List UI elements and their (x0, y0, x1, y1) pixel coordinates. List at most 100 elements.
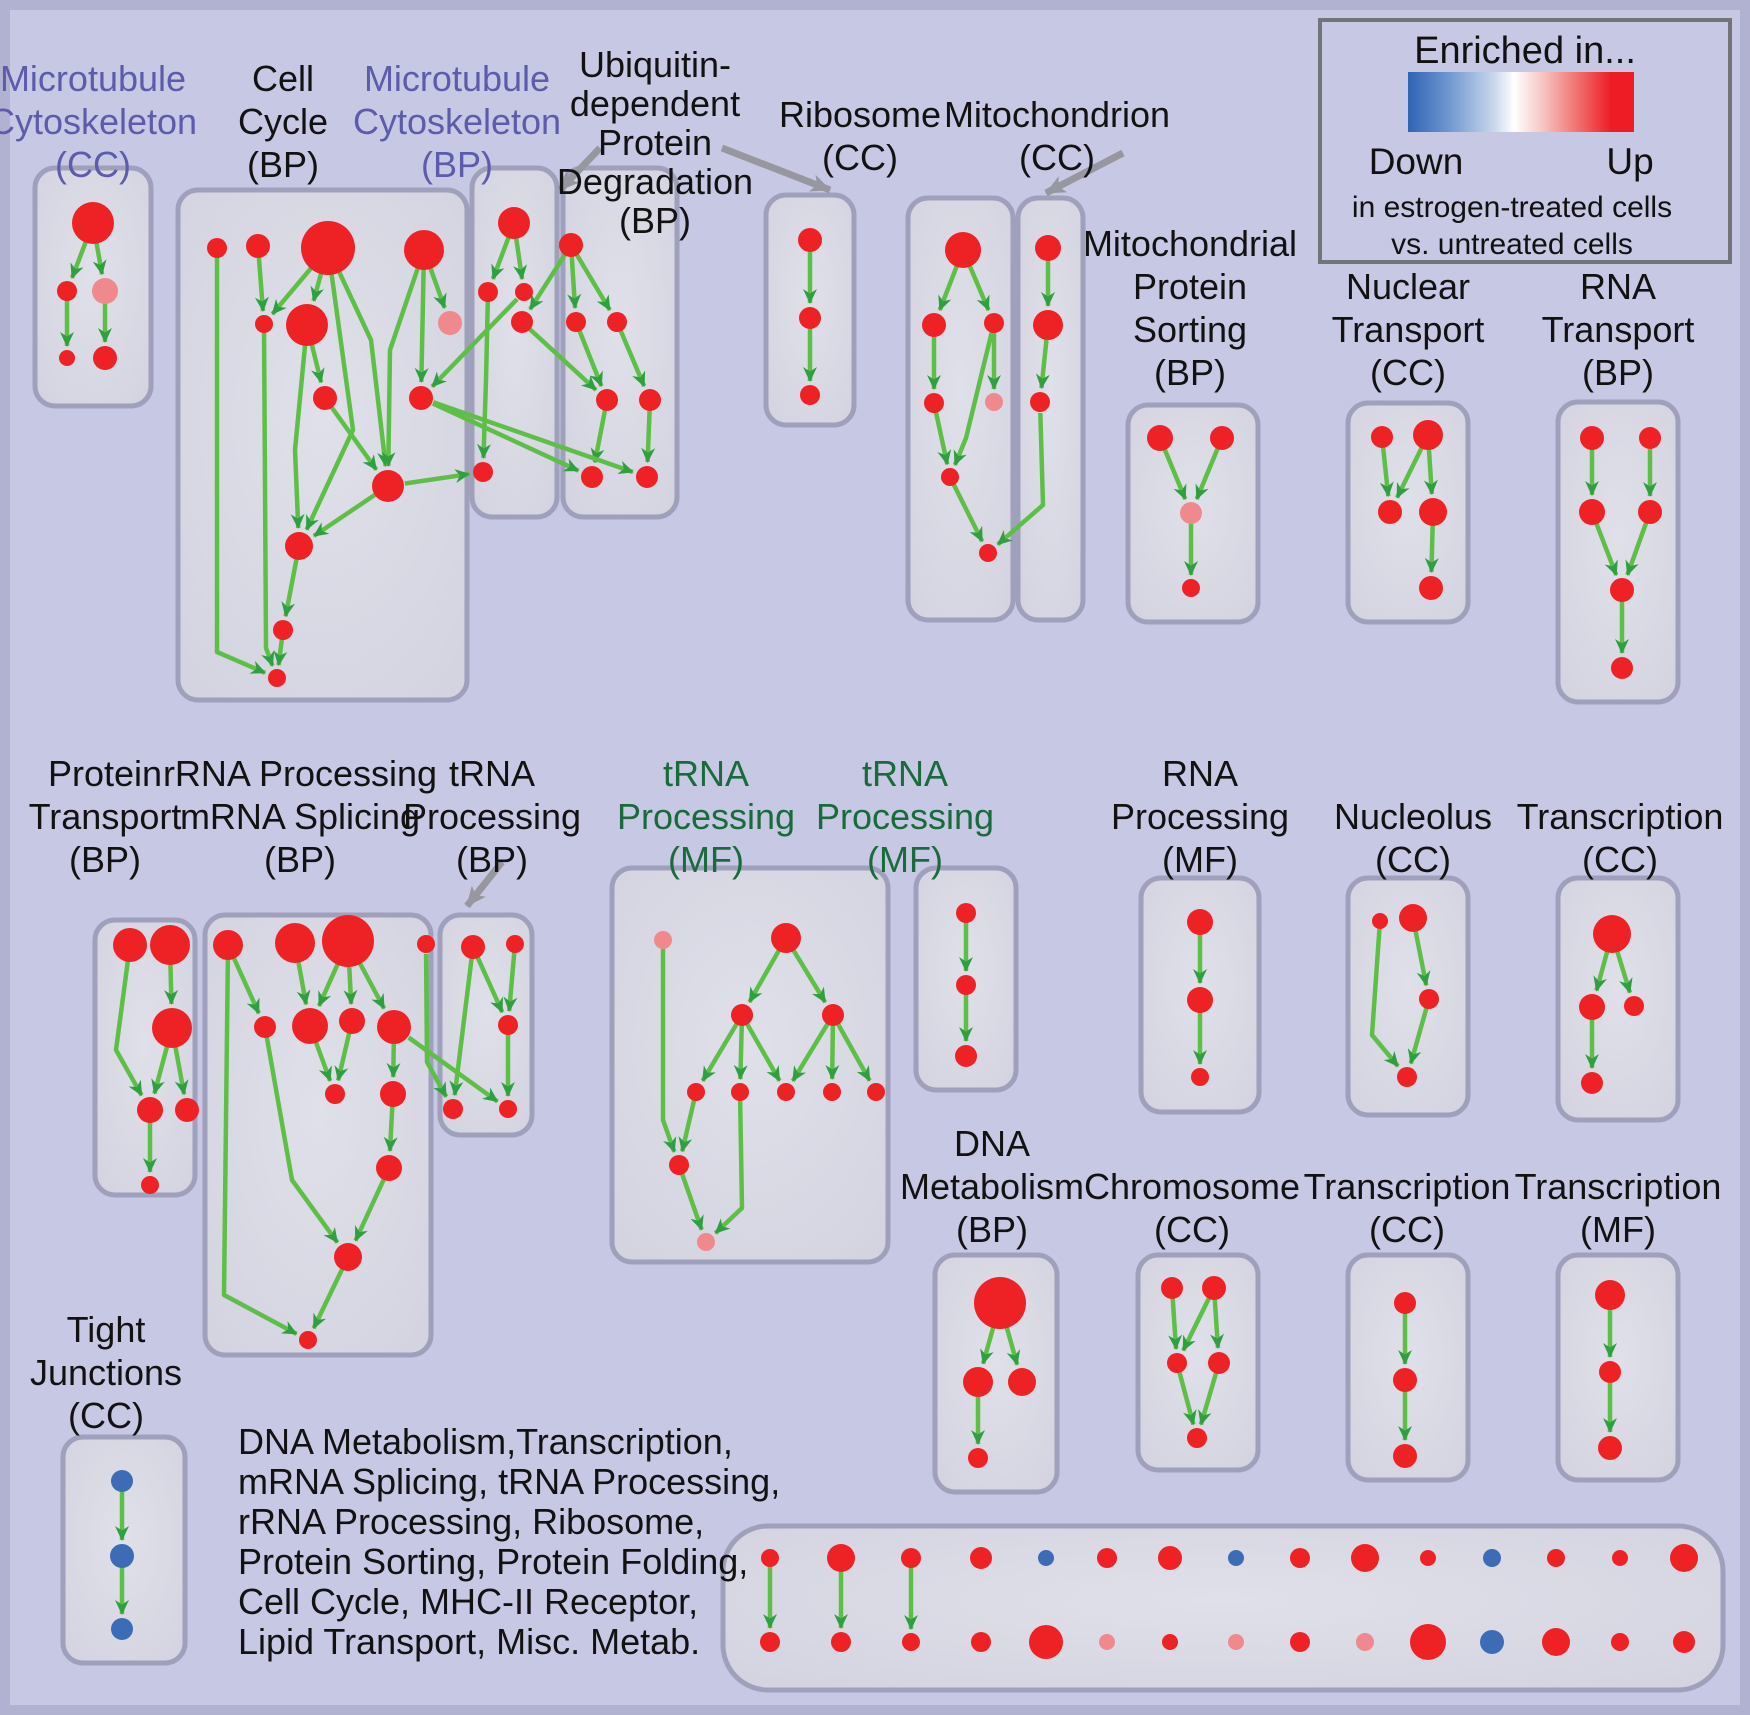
label-line: Mitochondrion (943, 94, 1171, 135)
edge-arrow (353, 1167, 392, 1242)
label-line: (BP) (247, 144, 319, 185)
trna-bp-node-t1 (461, 935, 485, 959)
rna-transport-node-mr (1638, 500, 1662, 524)
transcription-cc-b-node-a (1394, 1292, 1416, 1314)
nuclear-transport-node-b (1419, 576, 1443, 600)
microtubule-bp-node-b (473, 462, 493, 482)
edge-arrow (520, 320, 598, 392)
label-line: Protein (47, 753, 163, 794)
cell-cycle-node-s1 (207, 238, 227, 258)
ubiquitin-deg-1-node-t (559, 233, 583, 257)
label-line: (CC) (68, 1395, 144, 1436)
edge-arrow (1407, 998, 1432, 1065)
edge-arrow (430, 297, 519, 389)
ubiquitin-deg-1-node-b (566, 312, 586, 332)
label-line: RNA (1161, 753, 1238, 794)
label-line: Nucleolus (1333, 796, 1493, 837)
rna-transport-node-m2 (1610, 578, 1634, 602)
misc-cluster-node-b4 (971, 1632, 991, 1652)
group-label: Protein Transport (BP) (29, 752, 182, 881)
group-label: Transcription (CC) (1304, 1165, 1511, 1251)
ribosome-cc-node-n (941, 468, 959, 486)
edge-arrow (423, 953, 449, 1098)
rrna-mrna-bp-node-t4 (417, 935, 435, 953)
group-label: Nuclear Transport (CC) (1332, 265, 1485, 394)
label-line: (BP) (618, 200, 691, 241)
edge-arrow (414, 249, 429, 384)
cell-cycle-node-f (286, 304, 328, 346)
label-line: (MF) (1162, 839, 1238, 880)
misc-cluster-node-t13 (1547, 1549, 1565, 1567)
pointer-arrow-icon (1044, 149, 1125, 197)
tight-junctions-node-b (110, 1544, 134, 1568)
trna-mf-1-node-pk2 (697, 1233, 715, 1251)
ribosome-cc-node-mr (984, 313, 1004, 333)
nucleolus-cc-node-b (1397, 1067, 1417, 1087)
group-box-misc-cluster (720, 1523, 1726, 1693)
label-line: (MF) (668, 839, 744, 880)
edge-arrow (614, 321, 647, 388)
trna-mf-1-node-h (669, 1155, 689, 1175)
microtubule-bp-node-m2 (515, 283, 533, 301)
label-line: Transport (28, 796, 182, 837)
group-label: Microtubule Cytoskeleton (BP) (353, 57, 561, 186)
label-line: Cell (251, 58, 314, 99)
legend-up-label: Up (1606, 141, 1654, 182)
edge-arrow (503, 943, 518, 1013)
edge-arrow (931, 402, 952, 466)
mito-protein-sorting-node-b (1182, 579, 1200, 597)
note-line: Protein Sorting, Protein Folding, (238, 1541, 749, 1582)
cell-cycle-node-s2 (246, 234, 270, 258)
note-line: Lipid Transport, Misc. Metab. (238, 1621, 701, 1662)
nuclear-transport-node-tl (1371, 426, 1393, 448)
misc-cluster-node-t5 (1038, 1550, 1054, 1566)
note-line: DNA Metabolism,Transcription, (238, 1421, 733, 1462)
misc-cluster-node-b1 (760, 1632, 780, 1652)
edge-arrow (678, 1091, 699, 1153)
group-label: Mitochondrion (CC) (944, 93, 1170, 179)
protein-transport-node-l2 (175, 1098, 199, 1122)
trna-mf-1-node-a (731, 1004, 753, 1026)
label-line: (CC) (1019, 137, 1095, 178)
protein-transport-node-b (150, 925, 190, 965)
group-box-mitochondrion-cc (1015, 195, 1086, 623)
label-line: (MF) (1580, 1209, 1656, 1250)
label-line: Transcription (1303, 1166, 1511, 1207)
nucleolus-cc-node-big (1399, 904, 1427, 932)
edge-arrow (1369, 920, 1400, 1068)
nodes-layer (57, 202, 1698, 1660)
misc-cluster-node-b3 (902, 1633, 920, 1651)
trna-bp-node-m (498, 1015, 518, 1035)
misc-cluster-node-t8 (1228, 1550, 1244, 1566)
group-label: rRNA Processing mRNA Splicing (BP) (163, 752, 437, 881)
rrna-mrna-bp-node-m4 (377, 1010, 411, 1044)
group-box-dna-metabolism (932, 1252, 1060, 1495)
note-line: rRNA Processing, Ribosome, (238, 1501, 705, 1542)
trna-mf-2-node-b (956, 975, 976, 995)
microtubule-bp-node-m1 (478, 282, 498, 302)
ubiquitin-deg-1-node-f (581, 466, 603, 488)
misc-cluster-node-b10 (1356, 1633, 1374, 1651)
trna-bp-node-bl (443, 1099, 463, 1119)
microtubule-bp-node-t (498, 207, 530, 239)
trna-mf-1-node-e (777, 1083, 795, 1101)
label-line: Cytoskeleton (0, 101, 198, 142)
misc-cluster-node-t11 (1420, 1550, 1436, 1566)
label-line: (CC) (1370, 352, 1446, 393)
misc-cluster-node-t2 (827, 1544, 855, 1572)
pointer-arrow-icon (720, 144, 832, 194)
label-line: (BP) (1153, 352, 1226, 393)
ubiquitin-deg-1-node-e (639, 389, 661, 411)
nuclear-transport-node-mr (1419, 498, 1447, 526)
transcription-cc-b-node-b (1393, 1368, 1417, 1392)
transcription-mf-node-b (1599, 1361, 1621, 1383)
legend-down-label: Down (1368, 141, 1464, 182)
transcription-mf-node-c (1598, 1436, 1622, 1460)
rrna-mrna-bp-node-m3 (339, 1008, 365, 1034)
chromosome-cc-node-tl (1161, 1277, 1183, 1299)
label-line: Sorting (1132, 309, 1248, 350)
edge-arrow (404, 469, 471, 486)
group-label: Microtubule Cytoskeleton (CC) (0, 57, 197, 186)
misc-cluster-node-b2 (831, 1632, 851, 1652)
